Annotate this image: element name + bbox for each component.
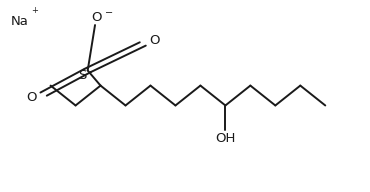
Text: OH: OH — [215, 132, 236, 145]
Text: +: + — [31, 6, 38, 15]
Text: Na: Na — [11, 15, 28, 28]
Text: S: S — [78, 69, 87, 82]
Text: −: − — [105, 8, 113, 18]
Text: O: O — [92, 11, 102, 24]
Text: O: O — [149, 34, 160, 47]
Text: O: O — [27, 91, 37, 104]
